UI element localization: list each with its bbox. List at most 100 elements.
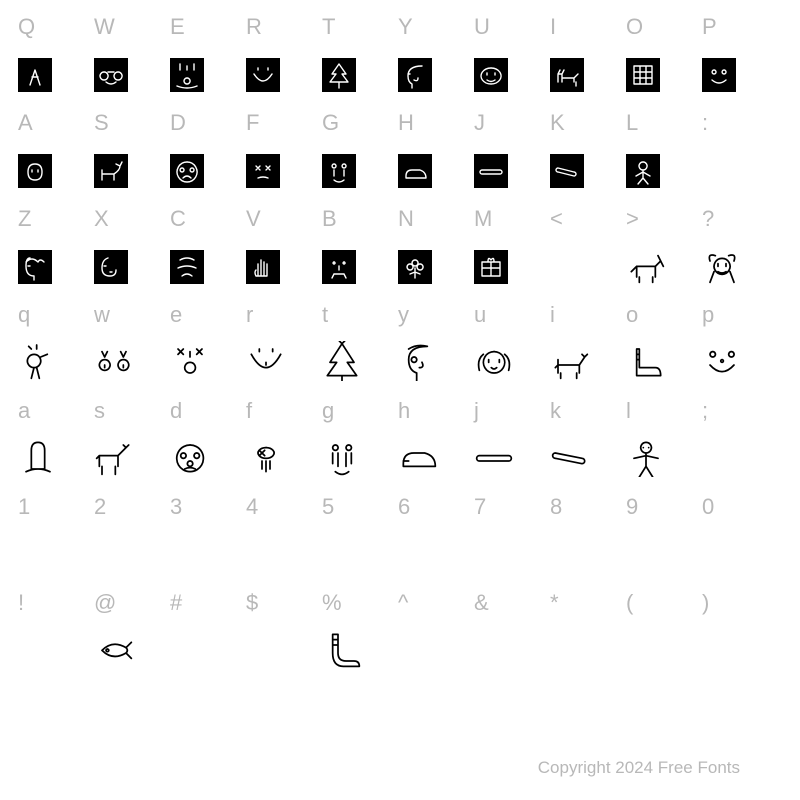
glyph-blob [16,142,52,200]
glyph-eye-tears [244,430,286,488]
char-label: Q [16,8,35,46]
char-label: N [396,200,414,238]
char-label: # [168,584,182,622]
char-label: ? [700,200,714,238]
glyph-eyes-pair [92,334,134,392]
glyph-empty [168,622,170,680]
char-label: 4 [244,488,258,526]
char-label: ) [700,584,709,622]
glyph-cat [548,46,584,104]
char-label: 1 [16,488,30,526]
char-label: k [548,392,561,430]
glyph-empty [16,526,18,584]
glyph-profile-line [396,334,438,392]
char-label: W [92,8,115,46]
glyph-person [624,142,660,200]
char-label: e [168,296,182,334]
glyph-glasses-face [92,46,128,104]
glyph-empty [700,142,702,200]
char-label: V [244,200,261,238]
char-label: P [700,8,717,46]
char-label: d [168,392,182,430]
char-label: j [472,392,479,430]
glyph-empty [700,622,702,680]
char-label: & [472,584,489,622]
char-label: u [472,296,486,334]
char-label: t [320,296,328,334]
char-label: : [700,104,708,142]
glyph-figure [16,46,52,104]
glyph-tree-line [320,334,362,392]
char-label: F [244,104,259,142]
glyph-empty [624,622,626,680]
glyph-empty [396,526,398,584]
char-label: U [472,8,490,46]
glyph-face-dots [320,238,356,296]
char-label: R [244,8,262,46]
char-label: < [548,200,563,238]
glyph-surprised-line [168,334,210,392]
character-map-grid: QWERTYUIOPASDFGHJKL:ZXCVBNM<>?qwertyuiop… [0,0,800,680]
glyph-round-face [472,46,508,104]
glyph-empty [396,622,398,680]
char-label: H [396,104,414,142]
char-label: S [92,104,109,142]
char-label: X [92,200,109,238]
char-label: > [624,200,639,238]
glyph-empty [472,526,474,584]
char-label: ^ [396,584,408,622]
glyph-empty [168,526,170,584]
glyph-tombstone [16,430,58,488]
copyright-text: Copyright 2024 Free Fonts [538,758,740,778]
glyph-cat-line [548,334,590,392]
char-label: g [320,392,334,430]
char-label: K [548,104,565,142]
char-label: ! [16,584,24,622]
glyph-donkey [92,430,134,488]
char-label: D [168,104,186,142]
glyph-empty [320,526,322,584]
char-label: 5 [320,488,334,526]
glyph-empty [548,526,550,584]
glyph-empty [92,526,94,584]
char-label: ( [624,584,633,622]
glyph-gift [472,238,508,296]
glyph-dog-face [472,334,514,392]
glyph-profile-face [396,46,432,104]
char-label: l [624,392,631,430]
glyph-empty [244,622,246,680]
glyph-empty [548,622,550,680]
char-label: I [548,8,556,46]
char-label: G [320,104,339,142]
char-label: 6 [396,488,410,526]
glyph-eyes-face [244,142,280,200]
char-label: 8 [548,488,562,526]
char-label: C [168,200,186,238]
char-label: q [16,296,30,334]
glyph-crying-line [320,430,362,488]
char-label: @ [92,584,116,622]
char-label: A [16,104,33,142]
char-label: y [396,296,409,334]
char-label: i [548,296,555,334]
char-label: Z [16,200,31,238]
char-label: 7 [472,488,486,526]
glyph-girl [700,238,742,296]
char-label: 2 [92,488,106,526]
glyph-empty [624,526,626,584]
glyph-bone [472,142,508,200]
char-label: h [396,392,410,430]
glyph-crying-face [320,142,356,200]
glyph-hand [244,238,280,296]
char-label: J [472,104,485,142]
glyph-head [92,238,128,296]
glyph-shoe [396,142,432,200]
char-label: $ [244,584,258,622]
glyph-round-worried [168,430,210,488]
char-label: M [472,200,492,238]
glyph-empty [700,430,702,488]
char-label: a [16,392,30,430]
glyph-empty [472,622,474,680]
glyph-smiley [700,334,742,392]
glyph-fish [92,622,134,680]
